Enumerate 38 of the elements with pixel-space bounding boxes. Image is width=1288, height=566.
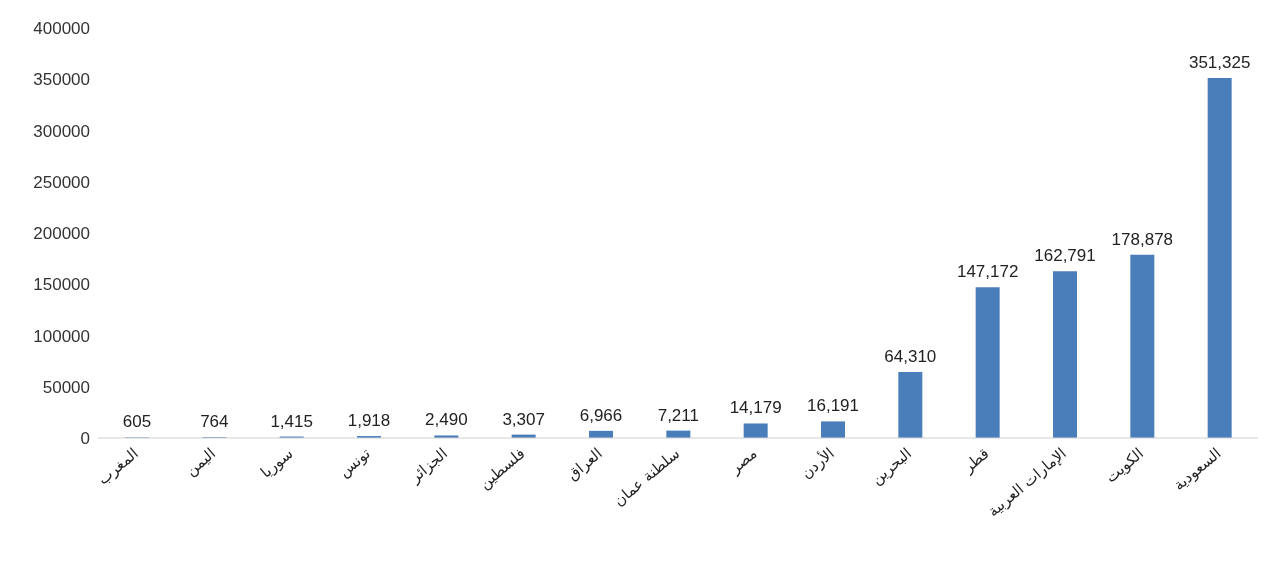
y-tick-label: 350000 [33,70,90,90]
data-label: 2,490 [425,410,468,430]
x-tick-label: الكويت [1102,444,1148,487]
data-label: 178,878 [1111,229,1174,249]
x-tick-label: السعودية [1169,444,1225,495]
y-tick-label: 100000 [33,326,90,346]
data-label: 351,325 [1188,52,1251,72]
y-tick-label: 400000 [33,19,90,39]
data-label: 14,179 [729,398,782,418]
x-tick-label: الأردن [796,443,838,483]
x-tick-label: سلطنة عمان [609,444,684,510]
y-tick-label: 300000 [33,121,90,141]
data-label: 1,415 [270,411,313,431]
data-label: 605 [122,412,152,432]
x-tick-label: قطر [958,444,993,477]
x-tick-label: المغرب [94,444,142,489]
x-tick-label: تونس [335,444,374,481]
data-label: 64,310 [884,347,937,367]
data-label: 16,191 [807,396,859,416]
x-tick-label: الجزائر [405,444,452,487]
data-label: 6,966 [579,405,623,425]
y-tick-label: 0 [80,429,90,449]
data-label: 1,918 [347,411,391,431]
data-label: 147,172 [956,262,1019,282]
x-tick-label: فلسطين [475,444,529,493]
y-tick-label: 250000 [33,172,90,192]
x-tick-label: سوريا [257,444,297,482]
x-tick-label: العراق [563,444,606,484]
x-tick-label: مصر [725,444,761,478]
data-label: 764 [200,412,229,432]
x-tick-label: البحرين [867,444,916,489]
data-label: 3,307 [502,409,545,429]
y-tick-label: 50000 [42,377,90,397]
x-tick-label: اليمن [182,444,220,480]
y-tick-label: 150000 [33,275,90,295]
y-tick-label: 200000 [33,224,90,244]
data-label: 7,211 [657,405,699,425]
data-label: 162,791 [1034,246,1096,266]
